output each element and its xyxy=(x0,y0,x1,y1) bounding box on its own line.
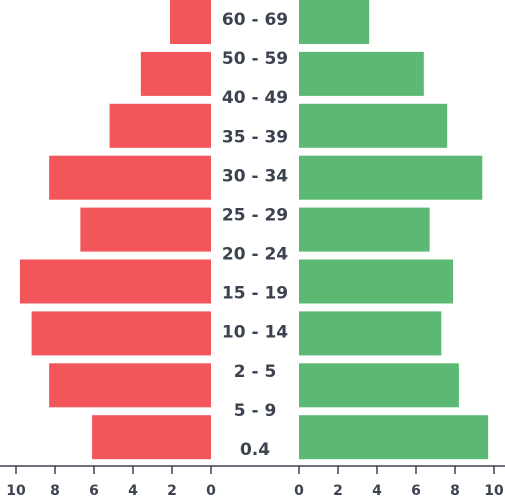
age-label: 40 - 49 xyxy=(222,88,288,108)
x-tick-label: 2 xyxy=(167,483,177,499)
bar xyxy=(170,0,211,44)
age-label: 0.4 xyxy=(240,440,270,460)
x-tick-label: 0 xyxy=(294,483,304,499)
age-label: 20 - 24 xyxy=(222,245,288,265)
age-label: 50 - 59 xyxy=(222,49,288,69)
x-tick-label: 2 xyxy=(333,483,343,499)
age-label: 35 - 39 xyxy=(222,127,288,147)
bar xyxy=(109,103,211,148)
age-label: 2 - 5 xyxy=(234,362,277,382)
bar xyxy=(49,155,212,200)
bar xyxy=(299,103,448,148)
age-label: 30 - 34 xyxy=(222,166,288,186)
bar xyxy=(299,311,442,356)
x-tick-label: 6 xyxy=(89,483,99,499)
age-label: 60 - 69 xyxy=(222,10,288,30)
x-tick-label: 0 xyxy=(206,483,216,499)
bar xyxy=(31,311,211,356)
bar xyxy=(299,0,370,44)
x-tick-label: 8 xyxy=(50,483,60,499)
bar xyxy=(299,415,489,460)
bar xyxy=(140,51,211,96)
bar xyxy=(299,363,459,408)
bar xyxy=(299,207,430,252)
x-tick-label: 4 xyxy=(128,483,138,499)
x-tick-label: 8 xyxy=(450,483,460,499)
bar xyxy=(19,259,212,304)
bar xyxy=(299,259,454,304)
x-tick-label: 10 xyxy=(484,483,504,499)
x-tick-label: 6 xyxy=(411,483,421,499)
age-label: 10 - 14 xyxy=(222,323,288,343)
x-tick-label: 10 xyxy=(6,483,26,499)
bar xyxy=(299,155,483,200)
bar xyxy=(92,415,211,460)
bar xyxy=(49,363,212,408)
bar xyxy=(299,51,424,96)
age-label: 5 - 9 xyxy=(234,401,277,421)
bar xyxy=(80,207,211,252)
x-tick-label: 4 xyxy=(372,483,382,499)
age-label: 15 - 19 xyxy=(222,284,288,304)
age-label: 25 - 29 xyxy=(222,205,288,225)
